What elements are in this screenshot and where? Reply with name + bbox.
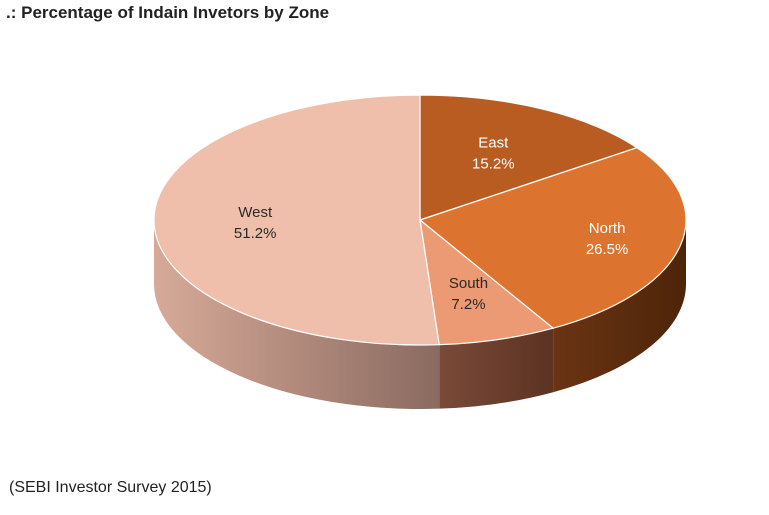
pie-side-walls <box>154 220 686 409</box>
slice-label-west: West <box>238 204 273 221</box>
chart-title: .: Percentage of Indain Invetors by Zone <box>6 3 330 22</box>
pie-labels: East 15.2% North 26.5% South 7.2% West 51.2% <box>234 134 628 313</box>
slice-value-east: 15.2% <box>472 155 515 172</box>
source-note: (SEBI Investor Survey 2015) <box>9 479 212 496</box>
pie-slice-west <box>153 94 440 346</box>
slice-value-south: 7.2% <box>451 296 485 313</box>
pie-side-north <box>553 220 686 393</box>
pie-side-south <box>439 328 554 409</box>
pie-top-slices <box>153 94 687 346</box>
slice-value-west: 51.2% <box>234 225 277 242</box>
pie-slice-south <box>419 219 554 346</box>
pie-slice-north <box>419 147 687 329</box>
pie-side-west <box>154 220 440 409</box>
pie-slice-east <box>419 94 638 221</box>
slice-label-north: North <box>589 220 626 237</box>
slice-label-east: East <box>478 134 509 151</box>
slice-label-south: South <box>449 275 488 292</box>
slice-value-north: 26.5% <box>586 241 629 258</box>
